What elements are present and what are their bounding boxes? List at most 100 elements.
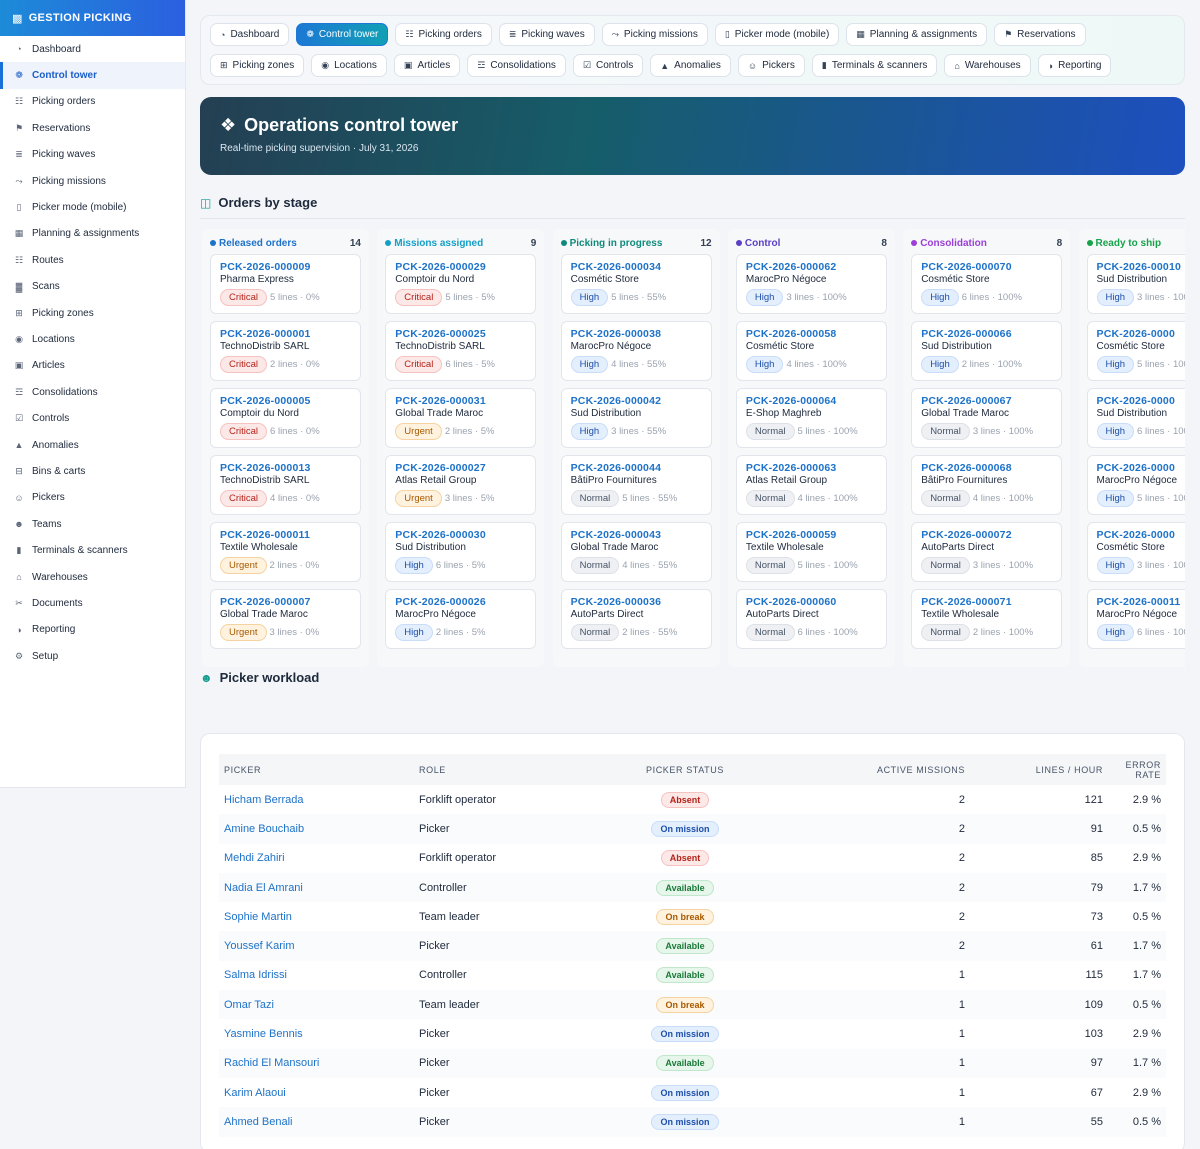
order-card[interactable]: PCK-2026-000007 Global Trade Maroc Urgent 3… — [210, 589, 361, 649]
picker-name[interactable]: Ahmed Benali — [224, 1115, 293, 1128]
sidebar-item-picker-mode-mobile[interactable]: ▯ Picker mode (mobile) — [0, 194, 185, 220]
order-card[interactable]: PCK-2026-000063 Atlas Retail Group Normal 4… — [735, 455, 887, 515]
order-ref[interactable]: PCK-2026-000030 — [395, 529, 486, 541]
picker-name[interactable]: Youssef Karim — [224, 940, 295, 953]
sidebar-item-consolidations[interactable]: ☲ Consolidations — [0, 379, 185, 405]
tab-controls[interactable]: ☑ Controls — [572, 54, 644, 77]
picker-name[interactable]: Salma Idrissi — [224, 969, 287, 982]
tab-picking-zones[interactable]: ⊞ Picking zones — [210, 54, 305, 77]
order-ref[interactable]: PCK-2026-0000 — [1096, 529, 1175, 541]
tab-articles[interactable]: ▣ Articles — [393, 54, 461, 77]
order-ref[interactable]: PCK-2026-000063 — [745, 462, 837, 474]
sidebar-item-picking-zones[interactable]: ⊞ Picking zones — [0, 300, 185, 326]
table-row[interactable]: Salma Idrissi Controller Available 1 115 1.7 … — [219, 961, 1166, 990]
tab-anomalies[interactable]: ▲ Anomalies — [650, 54, 731, 77]
order-card[interactable]: PCK-2026-000071 Textile Wholesale Normal 2 … — [911, 589, 1063, 649]
tab-consolidations[interactable]: ☲ Consolidations — [467, 54, 566, 77]
order-ref[interactable]: PCK-2026-000038 — [570, 328, 662, 340]
order-card[interactable]: PCK-2026-0000 Sud Distribution High 6 lines… — [1086, 388, 1185, 448]
order-ref[interactable]: PCK-2026-000059 — [745, 529, 837, 541]
picker-name[interactable]: Amine Bouchaib — [224, 822, 305, 835]
order-ref[interactable]: PCK-2026-000058 — [745, 328, 837, 340]
sidebar-item-scans[interactable]: ▓ Scans — [0, 274, 185, 300]
order-card[interactable]: PCK-2026-000036 AutoParts Direct Normal 2 l… — [560, 589, 712, 649]
order-ref[interactable]: PCK-2026-000062 — [745, 261, 837, 273]
picker-name[interactable]: Sophie Martin — [224, 910, 292, 923]
order-card[interactable]: PCK-2026-000011 Textile Wholesale Urgent 2 … — [210, 522, 361, 582]
column-header[interactable]: PICKER — [224, 764, 262, 775]
order-ref[interactable]: PCK-2026-00011 — [1096, 596, 1181, 608]
order-card[interactable]: PCK-2026-000009 Pharma Express Critical 5 l… — [210, 254, 361, 314]
order-ref[interactable]: PCK-2026-00010 — [1096, 261, 1182, 273]
order-card[interactable]: PCK-2026-000027 Atlas Retail Group Urgent 3… — [385, 455, 537, 515]
order-ref[interactable]: PCK-2026-000072 — [921, 529, 1012, 541]
order-card[interactable]: PCK-2026-000005 Comptoir du Nord Critical 6… — [210, 388, 361, 448]
order-ref[interactable]: PCK-2026-000026 — [395, 596, 486, 608]
order-card[interactable]: PCK-2026-000029 Comptoir du Nord Critical 5… — [385, 254, 537, 314]
table-row[interactable]: Rachid El Mansouri Picker Available 1 97 1.7 … — [219, 1048, 1166, 1078]
order-card[interactable]: PCK-2026-000042 Sud Distribution High 3 lin… — [560, 388, 712, 448]
picker-name[interactable]: Karim Alaoui — [224, 1086, 286, 1099]
sidebar-item-reservations[interactable]: ⚑ Reservations — [0, 115, 185, 141]
order-card[interactable]: PCK-2026-0000 Cosmétic Store High 5 lines ·… — [1086, 321, 1185, 381]
order-ref[interactable]: PCK-2026-000042 — [570, 395, 662, 407]
order-ref[interactable]: PCK-2026-0000 — [1096, 328, 1175, 340]
sidebar-item-articles[interactable]: ▣ Articles — [0, 353, 185, 379]
order-card[interactable]: PCK-2026-000013 TechnoDistrib SARL Critica… — [210, 455, 361, 515]
order-ref[interactable]: PCK-2026-000005 — [220, 395, 311, 407]
sidebar-item-planning-assignments[interactable]: ▦ Planning & assignments — [0, 221, 185, 247]
column-header[interactable]: LINES / HOUR — [1035, 764, 1103, 775]
table-row[interactable]: Hicham Berrada Forklift operator Absent 2 12… — [219, 785, 1166, 814]
sidebar-item-warehouses[interactable]: ⌂ Warehouses — [0, 564, 185, 590]
order-card[interactable]: PCK-2026-000031 Global Trade Maroc Urgent 2… — [385, 388, 537, 448]
order-card[interactable]: PCK-2026-000001 TechnoDistrib SARL Critica… — [210, 321, 361, 381]
order-card[interactable]: PCK-2026-000068 BâtiPro Fournitures Normal… — [911, 455, 1063, 515]
table-row[interactable]: Yasmine Bennis Picker On mission 1 103 2.9 % — [219, 1019, 1166, 1048]
order-card[interactable]: PCK-2026-000066 Sud Distribution High 2 lin… — [911, 321, 1063, 381]
order-ref[interactable]: PCK-2026-000043 — [570, 529, 662, 541]
order-card[interactable]: PCK-2026-00011 MarocPro Négoce High 6 lines… — [1086, 589, 1185, 649]
order-card[interactable]: PCK-2026-000064 E-Shop Maghreb Normal 5 lin… — [735, 388, 887, 448]
table-row[interactable]: Amine Bouchaib Picker On mission 2 91 0.5 % — [219, 814, 1166, 844]
order-ref[interactable]: PCK-2026-000036 — [570, 596, 662, 608]
order-ref[interactable]: PCK-2026-000029 — [395, 261, 486, 273]
sidebar-item-reporting[interactable]: ◑ Reporting — [0, 617, 185, 643]
sidebar-item-control-tower[interactable]: ❁ Control tower — [0, 62, 185, 90]
tab-picker-mode-mobile[interactable]: ▯ Picker mode (mobile) — [714, 23, 840, 46]
order-card[interactable]: PCK-2026-000044 BâtiPro Fournitures Normal… — [560, 455, 712, 515]
order-card[interactable]: PCK-2026-000043 Global Trade Maroc Normal 4… — [560, 522, 712, 582]
tab-picking-missions[interactable]: ⤳ Picking missions — [601, 23, 708, 46]
column-header[interactable]: ERROR RATE — [1125, 759, 1161, 780]
tab-planning-assignments[interactable]: ▦ Planning & assignments — [846, 23, 988, 46]
order-card[interactable]: PCK-2026-000030 Sud Distribution High 6 lin… — [385, 522, 537, 582]
tab-warehouses[interactable]: ⌂ Warehouses — [944, 54, 1031, 77]
sidebar-item-documents[interactable]: ✂ Documents — [0, 590, 185, 616]
order-ref[interactable]: PCK-2026-000066 — [921, 328, 1012, 340]
tab-picking-waves[interactable]: ≣ Picking waves — [498, 23, 595, 46]
order-ref[interactable]: PCK-2026-000060 — [745, 596, 837, 608]
tab-pickers[interactable]: ☺ Pickers — [737, 54, 805, 77]
picker-name[interactable]: Omar Tazi — [224, 998, 274, 1011]
column-header[interactable]: PICKER STATUS — [646, 764, 724, 775]
sidebar-item-picking-waves[interactable]: ≣ Picking waves — [0, 142, 185, 168]
order-ref[interactable]: PCK-2026-000070 — [921, 261, 1012, 273]
order-card[interactable]: PCK-2026-000059 Textile Wholesale Normal 5 … — [735, 522, 887, 582]
order-card[interactable]: PCK-2026-000070 Cosmétic Store High 6 lines… — [911, 254, 1063, 314]
tab-reservations[interactable]: ⚑ Reservations — [994, 23, 1086, 46]
order-ref[interactable]: PCK-2026-000007 — [220, 596, 311, 608]
sidebar-item-controls[interactable]: ☑ Controls — [0, 405, 185, 431]
picker-name[interactable]: Mehdi Zahiri — [224, 852, 285, 865]
order-ref[interactable]: PCK-2026-000025 — [395, 328, 486, 340]
order-card[interactable]: PCK-2026-0000 Cosmétic Store High 3 lines ·… — [1086, 522, 1185, 582]
table-row[interactable]: Mehdi Zahiri Forklift operator Absent 2 85 2.… — [219, 844, 1166, 873]
order-ref[interactable]: PCK-2026-000013 — [220, 462, 311, 474]
column-header[interactable]: ACTIVE MISSIONS — [876, 764, 965, 775]
order-ref[interactable]: PCK-2026-000011 — [220, 529, 310, 541]
sidebar-item-dashboard[interactable]: ◔ Dashboard — [0, 36, 185, 62]
tab-terminals-scanners[interactable]: ▮ Terminals & scanners — [811, 54, 938, 77]
table-row[interactable]: Sophie Martin Team leader On break 2 73 0.5 % — [219, 902, 1166, 931]
order-ref[interactable]: PCK-2026-0000 — [1096, 395, 1175, 407]
sidebar-item-bins-carts[interactable]: ⊟ Bins & carts — [0, 458, 185, 484]
order-card[interactable]: PCK-2026-000038 MarocPro Négoce High 4 line… — [560, 321, 712, 381]
order-ref[interactable]: PCK-2026-000068 — [921, 462, 1012, 474]
